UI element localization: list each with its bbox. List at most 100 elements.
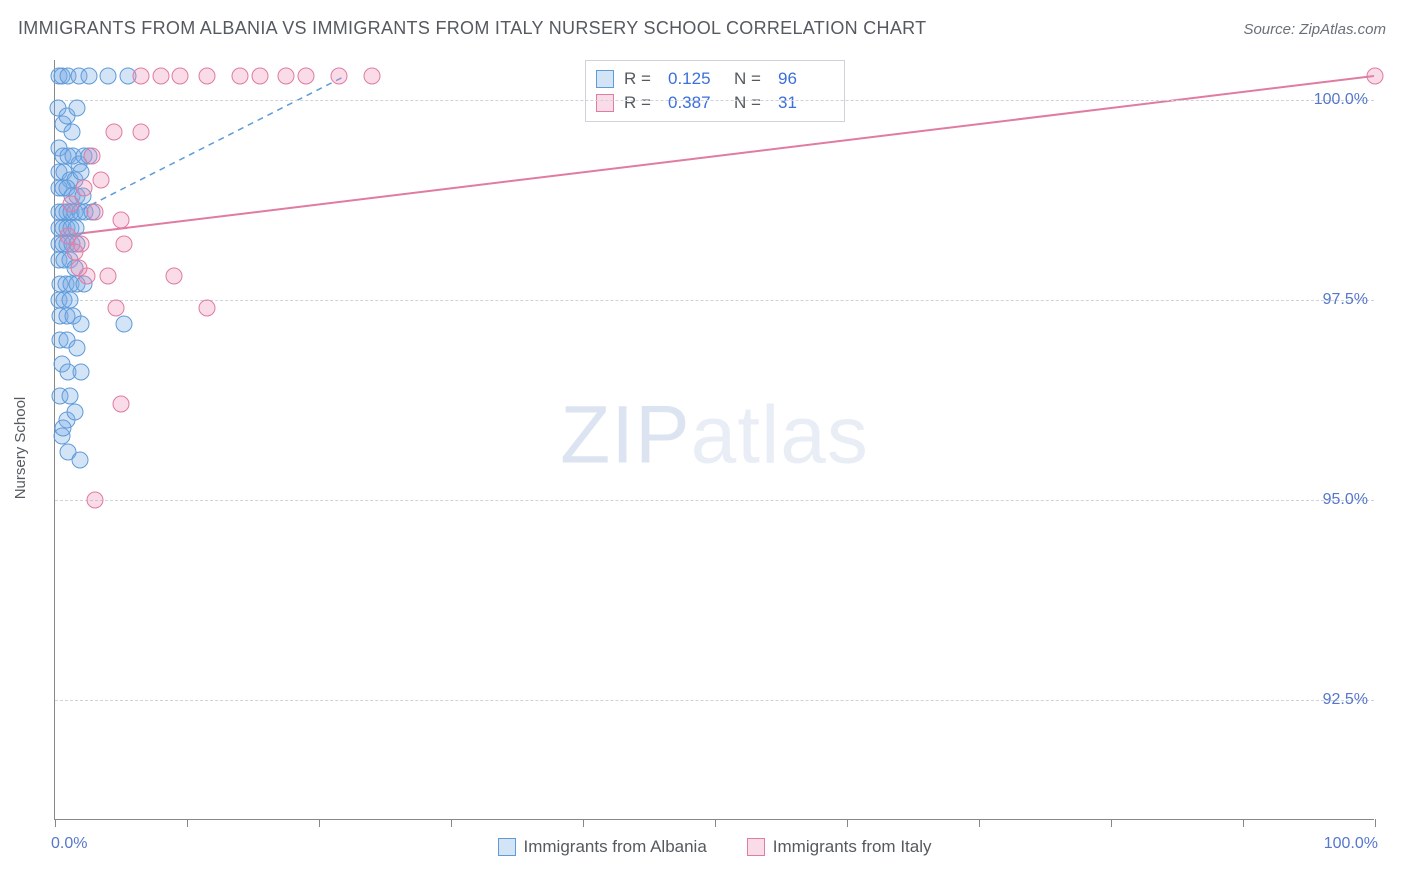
data-point-albania [72, 452, 89, 469]
data-point-italy [60, 228, 77, 245]
data-point-italy [113, 212, 130, 229]
x-tick [187, 819, 188, 827]
data-point-albania [62, 220, 79, 237]
data-point-albania [58, 332, 75, 349]
data-point-albania [53, 68, 70, 85]
data-point-albania [69, 236, 86, 253]
data-point-albania [74, 188, 91, 205]
data-point-italy [172, 68, 189, 85]
r-value-albania: 0.125 [668, 69, 724, 89]
data-point-albania [54, 148, 71, 165]
legend-item-italy: Immigrants from Italy [747, 837, 932, 857]
data-point-albania [52, 276, 69, 293]
data-point-italy [62, 196, 79, 213]
data-point-albania [53, 356, 70, 373]
data-point-italy [106, 124, 123, 141]
chart-title: IMMIGRANTS FROM ALBANIA VS IMMIGRANTS FR… [18, 18, 926, 39]
data-point-italy [86, 204, 103, 221]
data-point-italy [297, 68, 314, 85]
data-point-albania [54, 116, 71, 133]
data-point-albania [50, 204, 67, 221]
data-point-italy [113, 396, 130, 413]
y-tick-label: 97.5% [1323, 291, 1368, 309]
gridline [55, 500, 1374, 501]
data-point-albania [69, 188, 86, 205]
trend-line-albania [62, 76, 346, 220]
legend-item-albania: Immigrants from Albania [498, 837, 707, 857]
data-point-albania [66, 404, 83, 421]
data-point-albania [53, 428, 70, 445]
n-value-italy: 31 [778, 93, 834, 113]
data-point-albania [54, 204, 71, 221]
data-point-albania [50, 164, 67, 181]
data-point-albania [54, 420, 71, 437]
data-point-albania [65, 148, 82, 165]
data-point-albania [62, 276, 79, 293]
data-point-albania [99, 68, 116, 85]
swatch-albania [498, 838, 516, 856]
data-point-italy [78, 268, 95, 285]
data-point-italy [1367, 68, 1384, 85]
data-point-albania [52, 308, 69, 325]
data-point-albania [66, 260, 83, 277]
y-tick-label: 92.5% [1323, 691, 1368, 709]
data-point-albania [61, 388, 78, 405]
x-tick [451, 819, 452, 827]
data-point-albania [76, 276, 93, 293]
data-point-albania [58, 236, 75, 253]
data-point-albania [64, 188, 81, 205]
swatch-italy [596, 94, 614, 112]
data-point-albania [58, 180, 75, 197]
x-tick [319, 819, 320, 827]
data-point-albania [77, 204, 94, 221]
data-point-albania [66, 204, 83, 221]
watermark-light: atlas [691, 389, 869, 480]
x-tick [979, 819, 980, 827]
data-point-italy [107, 300, 124, 317]
n-label: N = [734, 93, 768, 113]
data-point-albania [56, 164, 73, 181]
gridline [55, 100, 1374, 101]
y-tick-label: 100.0% [1314, 91, 1368, 109]
r-value-italy: 0.387 [668, 93, 724, 113]
plot-area: ZIPatlas R = 0.125 N = 96 R = 0.387 N = … [54, 60, 1374, 820]
data-point-italy [165, 268, 182, 285]
r-label: R = [624, 93, 658, 113]
data-point-albania [69, 340, 86, 357]
data-point-italy [278, 68, 295, 85]
data-point-italy [152, 68, 169, 85]
data-point-albania [73, 364, 90, 381]
data-point-albania [61, 172, 78, 189]
data-point-italy [66, 244, 83, 261]
data-point-albania [83, 204, 100, 221]
data-point-albania [49, 100, 66, 117]
data-point-albania [64, 124, 81, 141]
data-point-albania [70, 68, 87, 85]
data-point-albania [58, 108, 75, 125]
data-point-albania [54, 180, 71, 197]
x-tick [1111, 819, 1112, 827]
data-point-albania [58, 220, 75, 237]
watermark-bold: ZIP [560, 389, 691, 480]
data-point-italy [363, 68, 380, 85]
correlation-row-albania: R = 0.125 N = 96 [596, 67, 834, 91]
data-point-albania [73, 164, 90, 181]
y-tick-label: 95.0% [1323, 491, 1368, 509]
x-tick [1243, 819, 1244, 827]
data-point-albania [52, 388, 69, 405]
data-point-italy [76, 180, 93, 197]
chart-container: Nursery School ZIPatlas R = 0.125 N = 96… [18, 48, 1388, 848]
data-point-italy [198, 68, 215, 85]
trend-lines-layer [55, 60, 1374, 819]
data-point-albania [68, 220, 85, 237]
data-point-italy [83, 148, 100, 165]
data-point-albania [60, 68, 77, 85]
data-point-italy [198, 300, 215, 317]
data-point-italy [251, 68, 268, 85]
legend-label-italy: Immigrants from Italy [773, 837, 932, 857]
gridline [55, 300, 1374, 301]
data-point-albania [72, 204, 89, 221]
x-tick [55, 819, 56, 827]
data-point-albania [52, 332, 69, 349]
data-point-italy [93, 172, 110, 189]
